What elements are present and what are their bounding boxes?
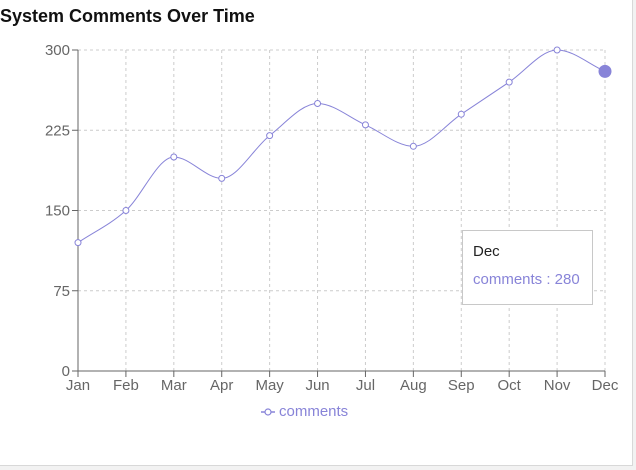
x-tick-label: Apr (210, 377, 233, 394)
series-comments (74, 46, 612, 247)
legend-label: comments (279, 403, 349, 420)
data-point (266, 132, 274, 140)
tooltip-label: Dec (473, 243, 500, 260)
x-tick-label: Mar (161, 377, 187, 394)
grid (78, 49, 606, 371)
data-point (553, 46, 561, 54)
data-point (409, 142, 417, 150)
x-tick-label: May (255, 377, 284, 394)
legend-item-comments[interactable]: comments (261, 403, 348, 420)
chart-title: System Comments Over Time (0, 6, 255, 26)
x-tick-label: Aug (400, 377, 427, 394)
line-circle-icon (261, 407, 275, 416)
x-tick-label: Dec (592, 377, 619, 394)
data-point (74, 239, 82, 247)
y-tick-label: 150 (45, 203, 70, 220)
x-tick-label: Sep (448, 377, 475, 394)
data-point (218, 174, 226, 182)
tooltip-item: comments : 280 (473, 271, 580, 288)
data-point (505, 78, 513, 86)
chart-tooltip: Dec comments : 280 (462, 230, 593, 305)
x-tick-label: Jan (66, 377, 90, 394)
data-point (122, 207, 130, 214)
x-tick-label: Jul (356, 377, 375, 394)
x-tick-label: Jun (305, 377, 329, 394)
data-point (361, 121, 369, 129)
y-tick-label: 75 (53, 283, 70, 300)
y-tick-label: 300 (45, 42, 70, 59)
active-point (598, 64, 612, 78)
y-tick-label: 225 (45, 122, 70, 139)
y-tick-label: 0 (62, 363, 70, 380)
x-tick-label: Feb (113, 377, 139, 394)
data-point (457, 110, 465, 118)
series-line-comments (77, 49, 606, 244)
axes: 0 75 150 225 300 Jan Feb Mar Apr May Jun Jul Aug Sep O… (45, 42, 619, 394)
x-tick-label: Nov (544, 377, 571, 394)
x-tick-label: Oct (498, 377, 522, 394)
data-point (170, 153, 178, 161)
data-point (314, 100, 322, 107)
